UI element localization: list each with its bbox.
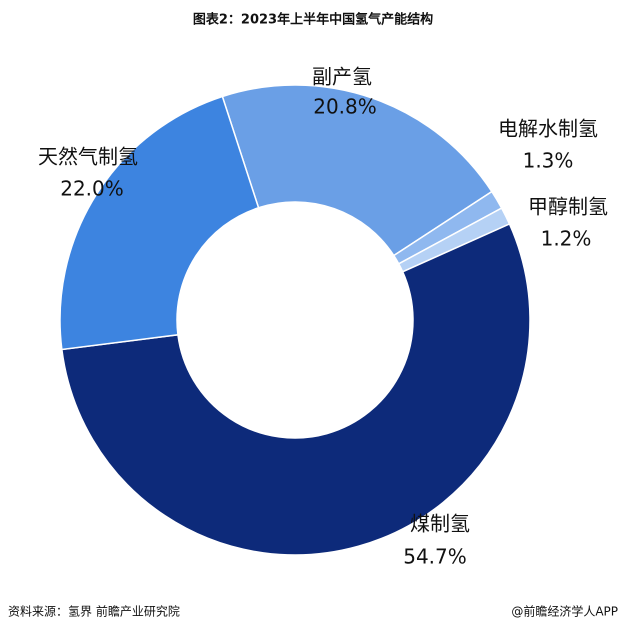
slice-label: 煤制氢	[410, 512, 470, 536]
value-label: 20.8%	[313, 95, 377, 119]
credit: @前瞻经济学人APP	[511, 604, 618, 619]
slice-label: 电解水制氢	[498, 117, 598, 141]
donut-slice	[59, 95, 260, 351]
donut-slice	[61, 222, 531, 556]
value-label: 54.7%	[403, 545, 467, 569]
chart-title: 图表2：2023年上半年中国氢气产能结构	[193, 12, 433, 28]
slice-label: 甲醇制氢	[528, 195, 608, 219]
value-label: 22.0%	[60, 177, 124, 201]
value-label: 1.2%	[541, 227, 592, 251]
source: 资料来源：氢界 前瞻产业研究院	[8, 604, 180, 619]
slice-label: 天然气制氢	[38, 145, 138, 169]
value-label: 1.3%	[523, 149, 574, 173]
donut-slice	[221, 84, 493, 257]
slice-label: 副产氢	[312, 65, 372, 89]
